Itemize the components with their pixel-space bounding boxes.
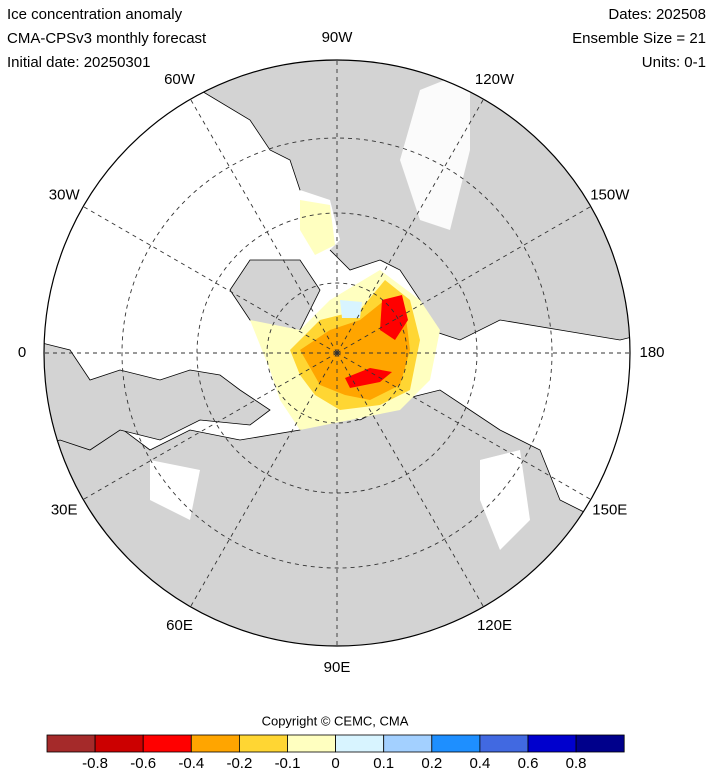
meridian xyxy=(336,99,484,354)
colorbar-box xyxy=(383,734,433,753)
colorbar-box xyxy=(527,734,577,753)
title: Ice concentration anomaly xyxy=(7,6,183,23)
longitude-label: 60E xyxy=(166,617,193,634)
map xyxy=(44,60,630,646)
colorbar-box xyxy=(238,734,288,753)
colorbar-label: -0.8 xyxy=(82,755,108,772)
colorbar-label: -0.1 xyxy=(275,755,301,772)
copyright: Copyright © CEMC, CMA xyxy=(262,713,409,728)
initial-date: Initial date: 20250301 xyxy=(7,54,150,71)
longitude-label: 90W xyxy=(322,29,354,46)
meridian xyxy=(190,99,338,354)
colorbar-label: 0.6 xyxy=(518,755,539,772)
colorbar-label: 0.8 xyxy=(566,755,587,772)
colorbar-box xyxy=(142,734,192,753)
longitude-label: 30W xyxy=(49,186,81,203)
longitude-label: 0 xyxy=(18,344,26,361)
longitude-label: 180 xyxy=(639,344,664,361)
meridian xyxy=(336,352,591,500)
colorbar-box xyxy=(431,734,481,753)
longitude-label: 120E xyxy=(477,617,512,634)
longitude-label: 120W xyxy=(475,71,515,88)
longitude-label: 30E xyxy=(51,501,78,518)
colorbar-label: 0.1 xyxy=(373,755,394,772)
subtitle: CMA-CPSv3 monthly forecast xyxy=(7,30,207,47)
meridian xyxy=(83,352,338,500)
map-border xyxy=(43,59,631,647)
meridian xyxy=(336,352,484,607)
meridian xyxy=(336,206,591,354)
colorbar-box xyxy=(575,734,625,753)
dates: Dates: 202508 xyxy=(608,6,706,23)
colorbar-label: -0.2 xyxy=(226,755,252,772)
colorbar-box xyxy=(46,734,96,753)
longitude-label: 60W xyxy=(164,71,196,88)
latitude-circle xyxy=(121,137,553,569)
colorbar-label: -0.6 xyxy=(130,755,156,772)
colorbar-box xyxy=(94,734,144,753)
units: Units: 0-1 xyxy=(642,54,706,71)
meridian xyxy=(190,352,338,607)
ensemble-size: Ensemble Size = 21 xyxy=(572,30,706,47)
colorbar-box xyxy=(190,734,240,753)
colorbar-label: 0 xyxy=(331,755,339,772)
colorbar-label: 0.2 xyxy=(421,755,442,772)
colorbar-box xyxy=(479,734,529,753)
latitude-circle xyxy=(266,282,408,424)
colorbar-box xyxy=(335,734,385,753)
colorbar-label: -0.4 xyxy=(178,755,204,772)
colorbar-label: 0.4 xyxy=(469,755,490,772)
longitude-label: 150W xyxy=(590,186,630,203)
colorbar-box xyxy=(287,734,336,753)
meridian xyxy=(83,206,338,354)
longitude-label: 150E xyxy=(592,501,627,518)
longitude-label: 90E xyxy=(324,659,351,676)
